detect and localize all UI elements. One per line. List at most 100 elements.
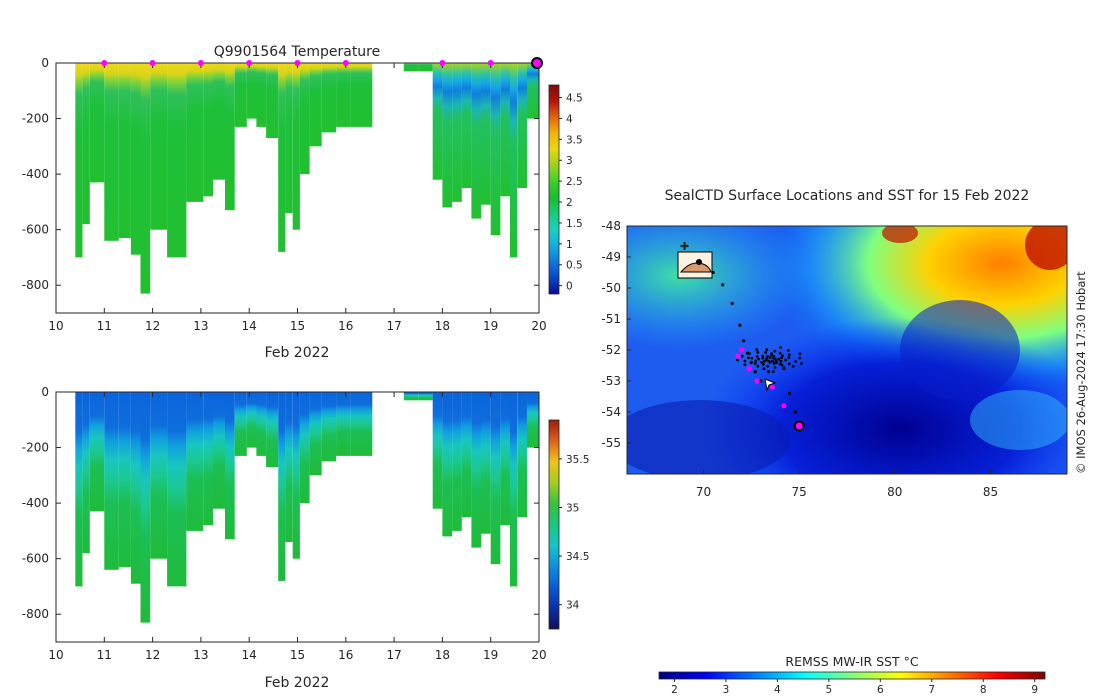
- track-point: [778, 362, 782, 366]
- profile-location: [746, 366, 753, 372]
- profile-bar: [442, 63, 453, 208]
- colorbar-tick-label: 0.5: [566, 260, 583, 272]
- profile-bar: [452, 392, 462, 531]
- y-tick-label: 0: [41, 385, 49, 399]
- x-tick-label: 15: [290, 319, 305, 333]
- colorbar-bar: [548, 84, 560, 295]
- profile-bar: [213, 392, 226, 509]
- y-tick-label: -55: [601, 436, 621, 450]
- profile-bar: [461, 392, 472, 517]
- profile-bar: [490, 392, 501, 565]
- x-tick-label: 16: [338, 648, 353, 662]
- x-tick-label: 18: [435, 319, 450, 333]
- profile-bar: [225, 392, 235, 540]
- y-tick-label: -200: [22, 441, 49, 455]
- salinity-profiles: [75, 392, 539, 623]
- profile-bar: [432, 63, 443, 180]
- y-tick-label: -800: [22, 607, 49, 621]
- profile-bar: [266, 63, 279, 138]
- y-tick-label: -200: [22, 112, 49, 126]
- colorbar-tick-label: 3: [566, 155, 573, 167]
- track-point: [738, 323, 742, 327]
- track-point: [756, 351, 760, 354]
- y-tick-label: -400: [22, 167, 49, 181]
- profile-bar: [299, 63, 310, 175]
- track-point: [778, 351, 782, 355]
- profile-marker: [149, 60, 156, 66]
- track-point: [760, 360, 764, 364]
- x-tick-label: 19: [483, 319, 498, 333]
- track-point: [755, 355, 759, 358]
- profile-bar: [234, 63, 247, 127]
- x-tick-label: 10: [48, 648, 63, 662]
- track-point: [750, 356, 754, 360]
- profile-bar: [299, 392, 310, 504]
- y-tick-label: -51: [601, 312, 621, 326]
- profile-bar: [526, 392, 539, 448]
- track-point: [730, 301, 734, 306]
- profile-bar: [186, 392, 204, 531]
- profile-location: [769, 384, 776, 390]
- track-point: [767, 370, 771, 374]
- track-point: [755, 348, 759, 351]
- track-point: [765, 348, 769, 352]
- track-point: [773, 349, 777, 353]
- x-tick-label: 11: [97, 319, 112, 333]
- x-tick-label: 14: [242, 648, 257, 662]
- profile-bar: [266, 392, 279, 467]
- profile-marker: [342, 60, 349, 66]
- profile-marker: [246, 60, 253, 66]
- sst-colorbar-tick-label: 2: [671, 684, 678, 696]
- profile-bar: [167, 392, 187, 587]
- profile-bar: [510, 392, 518, 587]
- x-tick-label: 14: [242, 319, 257, 333]
- svg-text:✚: ✚: [680, 240, 689, 253]
- track-point: [753, 362, 757, 365]
- profile-bar: [432, 392, 443, 509]
- colorbar-bar: [548, 419, 560, 630]
- track-point: [798, 356, 802, 360]
- track-point: [762, 367, 766, 371]
- profile-bar: [510, 63, 518, 258]
- profile-bar: [140, 63, 151, 294]
- track-point: [759, 379, 763, 383]
- profile-marker: [439, 60, 446, 66]
- profile-bar: [234, 392, 247, 456]
- track-point: [765, 356, 769, 360]
- profile-bar: [461, 63, 472, 188]
- track-point: [772, 362, 776, 365]
- seal-track: [690, 258, 805, 432]
- profile-bar: [167, 63, 187, 258]
- profile-bar: [321, 392, 337, 462]
- map-axes: 70 75 80 85 -48 -49 -50 -51 -52 -53 -54 -55: [601, 219, 1068, 499]
- x-tick-label: 20: [531, 648, 546, 662]
- colorbar-tick-label: 2: [566, 197, 573, 209]
- y-tick-label: -52: [601, 343, 621, 357]
- sst-colorbar: REMSS MW-IR SST °C 2 3 4 5 6 7 8 9: [658, 654, 1046, 696]
- track-point: [742, 339, 746, 343]
- salinity-x-axis-label: Feb 2022: [265, 675, 330, 691]
- profile-location: [739, 347, 745, 353]
- sst-colorbar-label: REMSS MW-IR SST °C: [785, 654, 918, 669]
- track-point: [757, 357, 761, 361]
- map-title: SealCTD Surface Locations and SST for 15…: [665, 188, 1030, 204]
- profile-bar: [246, 63, 257, 119]
- profile-location: [781, 403, 787, 409]
- profile-bar: [118, 63, 131, 238]
- track-point: [784, 358, 788, 362]
- track-point: [772, 356, 776, 360]
- latest-profile-marker: [531, 57, 543, 69]
- x-tick-label: 13: [193, 648, 208, 662]
- profile-marker: [294, 60, 301, 66]
- x-tick-label: 15: [290, 648, 305, 662]
- profile-bar: [350, 63, 373, 127]
- x-tick-label: 17: [386, 648, 401, 662]
- track-point: [793, 410, 797, 414]
- profile-bar: [130, 63, 141, 255]
- colorbar-tick-label: 1: [566, 239, 573, 251]
- colorbar-tick-label: 4.5: [566, 93, 583, 105]
- track-point: [779, 359, 783, 363]
- y-tick-label: -800: [22, 278, 49, 292]
- colorbar-tick-label: 2.5: [566, 176, 583, 188]
